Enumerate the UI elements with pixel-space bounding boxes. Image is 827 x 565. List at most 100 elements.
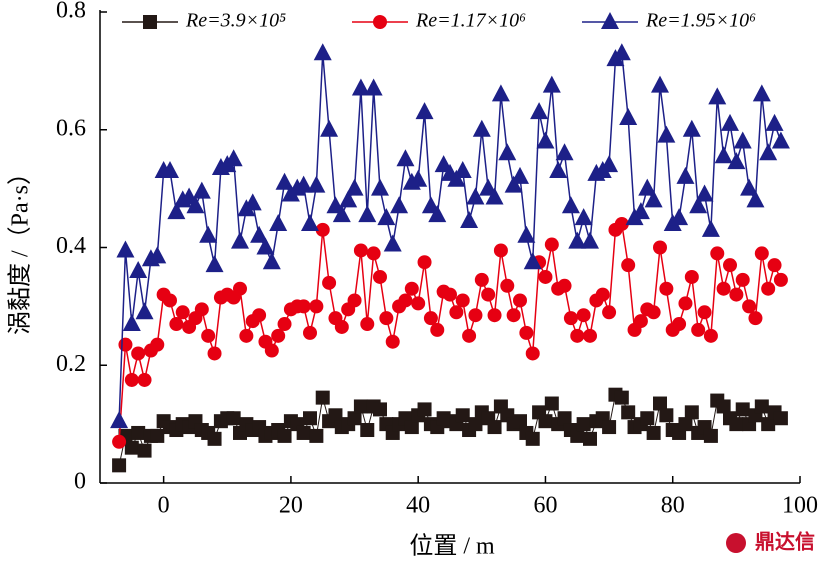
marker [631, 202, 650, 220]
marker [339, 190, 358, 208]
marker [207, 431, 222, 446]
marker [118, 337, 133, 352]
marker [347, 293, 362, 308]
marker [224, 149, 243, 167]
marker [328, 408, 343, 423]
marker [449, 305, 464, 320]
marker [150, 428, 165, 443]
marker [684, 405, 699, 420]
marker [574, 208, 593, 226]
y-axis-label: 涡黏度 /（Pa·s） [7, 161, 34, 335]
marker [472, 119, 491, 137]
marker [653, 240, 667, 255]
marker [536, 131, 555, 149]
marker [112, 434, 127, 449]
marker [710, 246, 725, 261]
marker [538, 269, 553, 284]
marker [544, 237, 559, 252]
marker [716, 281, 731, 296]
marker [373, 402, 387, 417]
marker [371, 178, 389, 196]
marker [415, 102, 434, 120]
watermark-logo [726, 533, 746, 553]
marker [428, 205, 447, 223]
marker [468, 417, 483, 432]
marker [708, 87, 727, 105]
marker [759, 143, 778, 161]
marker [135, 302, 154, 320]
marker [124, 440, 139, 455]
y-tick-label: 0.4 [56, 233, 86, 259]
marker [364, 78, 383, 96]
marker [112, 458, 127, 473]
y-tick-label: 0 [74, 469, 86, 495]
marker [409, 169, 428, 187]
marker [347, 411, 362, 426]
marker [315, 390, 330, 405]
marker [549, 160, 568, 178]
marker [659, 408, 674, 423]
marker [455, 293, 470, 308]
marker [487, 308, 502, 323]
marker [733, 131, 752, 149]
marker [264, 343, 279, 358]
marker [455, 408, 470, 423]
marker [447, 169, 466, 187]
marker [754, 246, 769, 261]
marker [192, 181, 211, 199]
marker [581, 231, 599, 249]
marker [742, 299, 757, 314]
marker [602, 420, 617, 435]
marker [723, 258, 737, 273]
marker [351, 78, 370, 96]
marker [373, 269, 387, 284]
marker [116, 240, 135, 258]
marker [443, 287, 457, 302]
marker [740, 178, 759, 196]
marker [205, 255, 224, 273]
marker [453, 160, 472, 178]
marker [771, 131, 790, 149]
marker [670, 208, 689, 226]
legend-label: Re=1.17×10⁶ [415, 10, 526, 32]
marker [385, 334, 400, 349]
marker [523, 252, 542, 270]
marker [530, 102, 549, 120]
marker [161, 160, 179, 178]
marker [148, 246, 167, 264]
marker [358, 205, 377, 223]
marker [621, 258, 636, 273]
x-tick-label: 60 [533, 493, 557, 519]
marker [491, 84, 510, 102]
marker [672, 317, 687, 332]
marker [659, 281, 674, 296]
marker [614, 216, 629, 231]
marker [716, 399, 731, 414]
marker [137, 372, 152, 387]
legend-marker [143, 15, 157, 29]
marker [600, 155, 619, 173]
marker [678, 296, 693, 311]
marker [570, 328, 585, 343]
marker [390, 196, 409, 214]
marker [746, 190, 765, 208]
marker [544, 396, 559, 411]
marker [207, 346, 222, 361]
marker [243, 193, 262, 211]
marker [493, 243, 508, 258]
marker [131, 425, 146, 440]
marker [561, 196, 580, 214]
marker [682, 119, 701, 137]
marker [644, 190, 663, 208]
marker [462, 328, 477, 343]
marker [570, 428, 585, 443]
marker [366, 246, 381, 261]
marker [748, 311, 763, 326]
marker [498, 143, 517, 161]
marker [761, 417, 776, 432]
marker [201, 328, 216, 343]
marker [239, 328, 254, 343]
marker [576, 417, 591, 432]
marker [277, 428, 292, 443]
marker [646, 305, 661, 320]
